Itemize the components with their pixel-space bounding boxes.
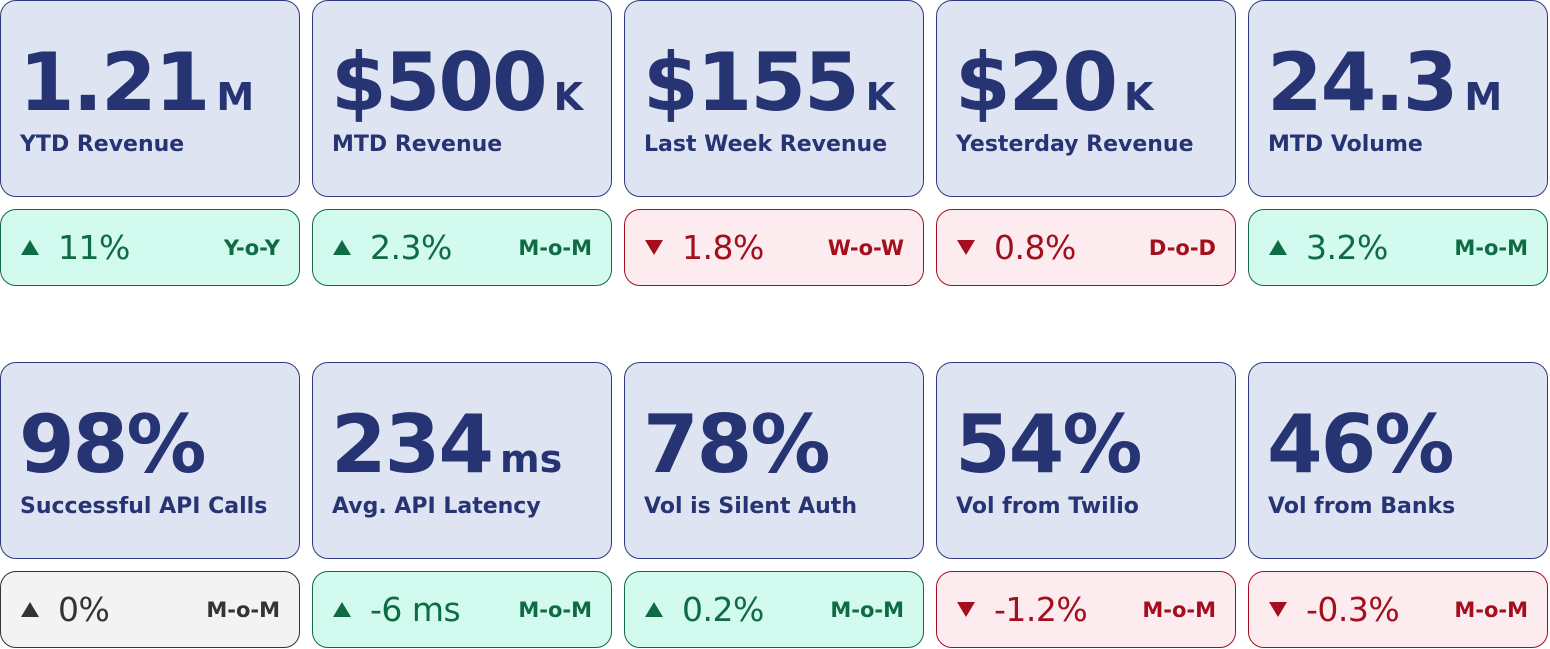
triangle-up-icon	[333, 602, 351, 617]
kpi-unit: ms	[500, 437, 563, 481]
triangle-up-icon	[1269, 240, 1287, 255]
delta-period: D-o-D	[1148, 235, 1216, 260]
kpi-label: MTD Revenue	[332, 132, 503, 157]
delta-value: 11%	[58, 228, 130, 267]
delta-value: -0.3%	[1306, 590, 1400, 629]
kpi-unit: M	[1464, 75, 1503, 119]
delta-value: 3.2%	[1306, 228, 1388, 267]
kpi-card-successful-api-calls: 98% Successful API Calls	[0, 362, 300, 559]
kpi-delta-mtd-revenue: 2.3% M-o-M	[312, 209, 612, 286]
kpi-unit: K	[1124, 75, 1154, 119]
kpi-card-vol-from-banks: 46% Vol from Banks	[1248, 362, 1548, 559]
kpi-delta-last-week-revenue: 1.8% W-o-W	[624, 209, 924, 286]
kpi-label: Last Week Revenue	[644, 132, 888, 157]
kpi-card-vol-from-twilio: 54% Vol from Twilio	[936, 362, 1236, 559]
kpi-delta-successful-api-calls: 0% M-o-M	[0, 571, 300, 648]
kpi-value: 1.21 M	[19, 36, 255, 129]
delta-value: 2.3%	[370, 228, 452, 267]
kpi-card-avg-api-latency: 234 ms Avg. API Latency	[312, 362, 612, 559]
kpi-unit: M	[216, 75, 255, 119]
delta-period: M-o-M	[1142, 597, 1216, 622]
kpi-value: 54%	[955, 398, 1142, 491]
delta-value: -1.2%	[994, 590, 1088, 629]
triangle-down-icon	[957, 240, 975, 255]
kpi-delta-ytd-revenue: 11% Y-o-Y	[0, 209, 300, 286]
kpi-card-yesterday-revenue: $20 K Yesterday Revenue	[936, 0, 1236, 197]
kpi-delta-vol-from-twilio: -1.2% M-o-M	[936, 571, 1236, 648]
kpi-value: 24.3 M	[1267, 36, 1503, 129]
kpi-value: $155 K	[643, 36, 896, 129]
delta-value: 1.8%	[682, 228, 764, 267]
kpi-delta-mtd-volume: 3.2% M-o-M	[1248, 209, 1548, 286]
triangle-down-icon	[1269, 602, 1287, 617]
delta-period: M-o-M	[518, 597, 592, 622]
delta-value: 0.8%	[994, 228, 1076, 267]
kpi-card-ytd-revenue: 1.21 M YTD Revenue	[0, 0, 300, 197]
kpi-value: $20 K	[955, 36, 1154, 129]
delta-period: Y-o-Y	[223, 235, 280, 260]
triangle-up-icon	[333, 240, 351, 255]
kpi-label: YTD Revenue	[20, 132, 185, 157]
triangle-up-icon	[21, 602, 39, 617]
kpi-value: 78%	[643, 398, 830, 491]
kpi-card-last-week-revenue: $155 K Last Week Revenue	[624, 0, 924, 197]
kpi-value: 98%	[19, 398, 206, 491]
triangle-down-icon	[957, 602, 975, 617]
kpi-value: $500 K	[331, 36, 584, 129]
delta-period: M-o-M	[1454, 597, 1528, 622]
delta-period: M-o-M	[518, 235, 592, 260]
kpi-delta-avg-api-latency: -6 ms M-o-M	[312, 571, 612, 648]
kpi-label: Avg. API Latency	[332, 494, 541, 519]
kpi-card-mtd-volume: 24.3 M MTD Volume	[1248, 0, 1548, 197]
kpi-unit: K	[865, 75, 896, 119]
kpi-label: Successful API Calls	[20, 494, 268, 519]
kpi-label: Vol from Twilio	[956, 494, 1139, 519]
kpi-delta-vol-silent-auth: 0.2% M-o-M	[624, 571, 924, 648]
kpi-card-mtd-revenue: $500 K MTD Revenue	[312, 0, 612, 197]
delta-period: M-o-M	[1454, 235, 1528, 260]
triangle-up-icon	[21, 240, 39, 255]
kpi-label: MTD Volume	[1268, 132, 1423, 157]
delta-period: W-o-W	[827, 235, 904, 260]
kpi-delta-yesterday-revenue: 0.8% D-o-D	[936, 209, 1236, 286]
delta-value: 0%	[58, 590, 110, 629]
delta-value: 0.2%	[682, 590, 764, 629]
kpi-value: 234 ms	[331, 398, 563, 491]
kpi-value: 46%	[1267, 398, 1454, 491]
kpi-label: Yesterday Revenue	[956, 132, 1194, 157]
delta-period: M-o-M	[830, 597, 904, 622]
kpi-card-vol-silent-auth: 78% Vol is Silent Auth	[624, 362, 924, 559]
triangle-up-icon	[645, 602, 663, 617]
delta-value: -6 ms	[370, 590, 461, 629]
kpi-label: Vol from Banks	[1268, 494, 1456, 519]
kpi-label: Vol is Silent Auth	[644, 494, 857, 519]
triangle-down-icon	[645, 240, 663, 255]
delta-period: M-o-M	[206, 597, 280, 622]
kpi-delta-vol-from-banks: -0.3% M-o-M	[1248, 571, 1548, 648]
kpi-unit: K	[553, 75, 584, 119]
